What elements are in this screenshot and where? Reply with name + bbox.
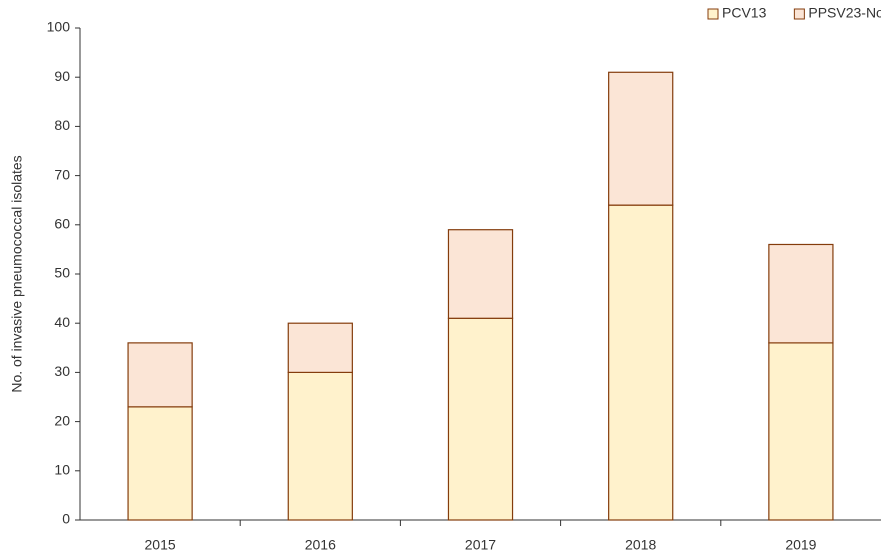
x-tick-label: 2018 [625, 537, 656, 551]
y-tick-label: 100 [47, 19, 71, 35]
y-tick-label: 30 [54, 363, 70, 379]
bar-segment [608, 71, 674, 206]
y-tick-label: 90 [54, 68, 70, 84]
y-axis-label: No. of invasive pneumococcal isolates [9, 155, 25, 392]
bar-segment [768, 243, 834, 344]
x-tick-label: 2016 [305, 537, 336, 551]
legend-label: PPSV23-NonPCV13 [808, 5, 881, 21]
x-tick-label: 2019 [785, 537, 816, 551]
x-tick-label: 2015 [145, 537, 176, 551]
y-tick-label: 0 [62, 511, 70, 527]
bar-segment [287, 371, 353, 521]
bar-segment [127, 342, 193, 408]
bar-segment [608, 204, 674, 521]
legend-swatch [793, 8, 805, 20]
bar-segment [127, 406, 193, 521]
y-tick-label: 70 [54, 166, 70, 182]
y-tick-label: 80 [54, 117, 70, 133]
y-tick-label: 50 [54, 265, 70, 281]
bar-segment [768, 342, 834, 521]
bar-segment [447, 317, 514, 521]
y-tick-label: 40 [54, 314, 70, 330]
y-tick-label: 60 [54, 216, 70, 232]
bar-segment [287, 322, 353, 374]
y-tick-label: 10 [54, 462, 70, 478]
bar-segment [447, 229, 514, 319]
legend-swatch [707, 8, 719, 20]
legend-label: PCV13 [722, 5, 767, 21]
y-tick-label: 20 [54, 412, 70, 428]
x-tick-label: 2017 [465, 537, 496, 551]
